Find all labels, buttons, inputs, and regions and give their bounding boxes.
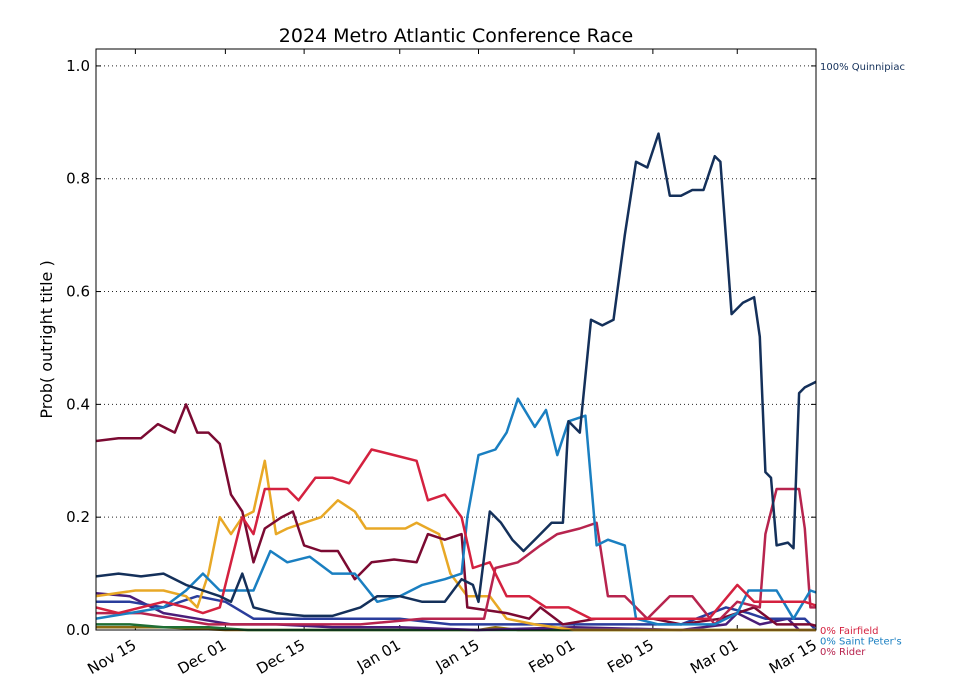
y-tick-label: 1.0 <box>66 57 90 75</box>
y-tick-label: 0.0 <box>66 621 90 639</box>
series-line-unlabeled <box>96 459 816 632</box>
y-tick-label: 0.2 <box>66 508 90 526</box>
end-label-fairfield: 0% Fairfield <box>820 626 878 637</box>
x-tick-label: Mar 01 <box>687 636 741 678</box>
plot-frame <box>95 48 817 631</box>
x-tick-label: Feb 15 <box>604 636 657 677</box>
end-label-rider: 0% Rider <box>820 647 866 658</box>
chart-title: 2024 Metro Atlantic Conference Race <box>279 25 633 47</box>
x-tick-label: Jan 15 <box>432 636 483 676</box>
series-line-saint-peter-s <box>96 397 816 626</box>
gridlines <box>96 65 816 518</box>
y-tick-label: 0.6 <box>66 283 90 301</box>
x-tick-label: Dec 01 <box>175 636 230 678</box>
y-tick-label: 0.8 <box>66 170 90 188</box>
series-line-unlabeled <box>96 594 816 632</box>
series-line-fairfield <box>96 448 816 620</box>
x-tick-label: Mar 15 <box>766 636 820 678</box>
y-tick-label: 0.4 <box>66 395 90 413</box>
x-tick-label: Nov 15 <box>84 636 139 678</box>
end-label-quinnipiac: 100% Quinnipiac <box>820 62 905 73</box>
y-axis-label: Prob( outright title ) <box>37 260 56 418</box>
series-group <box>96 132 816 632</box>
x-tick-label: Dec 15 <box>253 636 308 678</box>
x-tick-label: Feb 01 <box>525 636 578 677</box>
axis-ticks: 0.0 0.2 0.4 0.6 0.8 1.0 Nov 15 Dec 01 Dec 15 Jan … <box>66 49 820 678</box>
series-line-quinnipiac <box>96 132 816 618</box>
series-line-unlabeled <box>96 403 816 628</box>
end-label-saint-peter-s: 0% Saint Peter's <box>820 637 902 648</box>
x-tick-label: Jan 01 <box>353 636 404 676</box>
